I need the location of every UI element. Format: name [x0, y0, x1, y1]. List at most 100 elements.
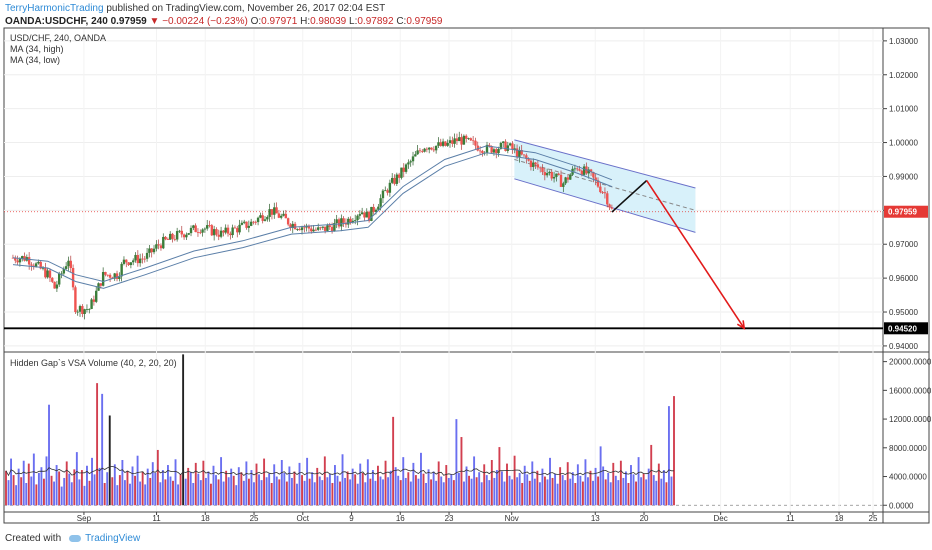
- candle-body[interactable]: [62, 268, 66, 274]
- candle-body[interactable]: [67, 260, 70, 267]
- candle-body[interactable]: [71, 268, 75, 288]
- candle-body[interactable]: [152, 248, 156, 253]
- candle-body[interactable]: [606, 193, 609, 205]
- candle-body[interactable]: [418, 150, 422, 152]
- candle-body[interactable]: [85, 309, 89, 310]
- candle-body[interactable]: [240, 222, 244, 225]
- candle-body[interactable]: [381, 190, 385, 199]
- candle-body[interactable]: [328, 225, 331, 227]
- candle-body[interactable]: [610, 207, 614, 209]
- candle-body[interactable]: [104, 272, 107, 275]
- candle-body[interactable]: [534, 162, 537, 165]
- candle-body[interactable]: [81, 306, 84, 314]
- candle-body[interactable]: [134, 254, 137, 261]
- candle-body[interactable]: [409, 161, 412, 163]
- author-link[interactable]: TerryHarmonicTrading: [5, 3, 104, 14]
- candle-body[interactable]: [388, 182, 392, 193]
- candle-body[interactable]: [384, 190, 387, 192]
- candle-body[interactable]: [513, 148, 516, 150]
- candle-body[interactable]: [268, 209, 271, 217]
- candle-body[interactable]: [41, 267, 45, 269]
- candle-body[interactable]: [439, 142, 442, 146]
- candle-body[interactable]: [307, 225, 311, 229]
- candle-body[interactable]: [127, 262, 130, 266]
- candle-body[interactable]: [425, 148, 429, 150]
- candle-body[interactable]: [323, 226, 327, 231]
- candle-body[interactable]: [48, 270, 52, 278]
- candle-body[interactable]: [430, 147, 433, 150]
- candle-body[interactable]: [393, 177, 396, 184]
- candle-body[interactable]: [400, 167, 403, 178]
- candle-body[interactable]: [333, 223, 336, 232]
- candle-body[interactable]: [347, 218, 350, 225]
- candle-body[interactable]: [555, 173, 558, 177]
- candle-body[interactable]: [377, 206, 380, 210]
- candle-body[interactable]: [206, 225, 209, 229]
- candle-body[interactable]: [27, 257, 31, 265]
- candle-body[interactable]: [543, 172, 547, 176]
- candle-body[interactable]: [194, 225, 197, 233]
- candle-body[interactable]: [310, 228, 313, 232]
- candle-body[interactable]: [226, 227, 230, 234]
- candle-body[interactable]: [125, 259, 128, 263]
- candle-body[interactable]: [173, 238, 177, 240]
- candle-body[interactable]: [582, 166, 586, 175]
- candle-body[interactable]: [180, 230, 183, 235]
- candle-body[interactable]: [178, 230, 181, 232]
- candle-body[interactable]: [326, 225, 329, 231]
- candle-body[interactable]: [319, 227, 322, 229]
- candle-body[interactable]: [157, 244, 160, 246]
- candle-body[interactable]: [143, 258, 146, 260]
- candle-body[interactable]: [460, 137, 463, 145]
- candle-body[interactable]: [432, 149, 436, 151]
- candle-body[interactable]: [69, 260, 72, 269]
- candle-body[interactable]: [51, 277, 54, 282]
- volume-pane[interactable]: [5, 354, 675, 506]
- candle-body[interactable]: [300, 227, 304, 231]
- candle-body[interactable]: [298, 229, 301, 231]
- candle-body[interactable]: [55, 284, 59, 289]
- candle-body[interactable]: [132, 260, 135, 263]
- candle-body[interactable]: [312, 229, 315, 232]
- candle-body[interactable]: [150, 248, 153, 253]
- candle-body[interactable]: [44, 267, 47, 278]
- candle-body[interactable]: [416, 150, 419, 155]
- candle-body[interactable]: [303, 227, 306, 229]
- candle-body[interactable]: [354, 220, 357, 221]
- candle-body[interactable]: [259, 215, 262, 218]
- candle-body[interactable]: [569, 174, 572, 180]
- candle-body[interactable]: [169, 233, 172, 240]
- candle-body[interactable]: [53, 281, 56, 289]
- candle-body[interactable]: [557, 173, 560, 175]
- candle-body[interactable]: [499, 142, 503, 149]
- candle-body[interactable]: [275, 207, 278, 214]
- candle-body[interactable]: [247, 225, 251, 228]
- candle-body[interactable]: [337, 219, 341, 227]
- candle-body[interactable]: [249, 221, 253, 226]
- candle-body[interactable]: [282, 213, 285, 216]
- candle-body[interactable]: [141, 258, 144, 260]
- candle-body[interactable]: [587, 169, 590, 174]
- candle-body[interactable]: [451, 140, 454, 144]
- candle-body[interactable]: [511, 143, 514, 150]
- candle-body[interactable]: [236, 228, 239, 233]
- candle-body[interactable]: [599, 186, 602, 193]
- candle-body[interactable]: [113, 273, 116, 279]
- candle-body[interactable]: [608, 204, 611, 208]
- candle-body[interactable]: [358, 214, 362, 216]
- candle-body[interactable]: [578, 169, 581, 171]
- candle-body[interactable]: [145, 252, 149, 259]
- candle-body[interactable]: [106, 274, 109, 276]
- candle-body[interactable]: [474, 140, 477, 146]
- candle-body[interactable]: [411, 156, 415, 162]
- candle-body[interactable]: [192, 225, 195, 228]
- candle-body[interactable]: [423, 148, 426, 152]
- candle-body[interactable]: [120, 263, 123, 277]
- candle-body[interactable]: [136, 254, 140, 264]
- candle-body[interactable]: [34, 263, 38, 267]
- candle-body[interactable]: [458, 137, 461, 142]
- candle-body[interactable]: [83, 309, 86, 314]
- candle-body[interactable]: [201, 229, 204, 233]
- candle-body[interactable]: [208, 225, 211, 226]
